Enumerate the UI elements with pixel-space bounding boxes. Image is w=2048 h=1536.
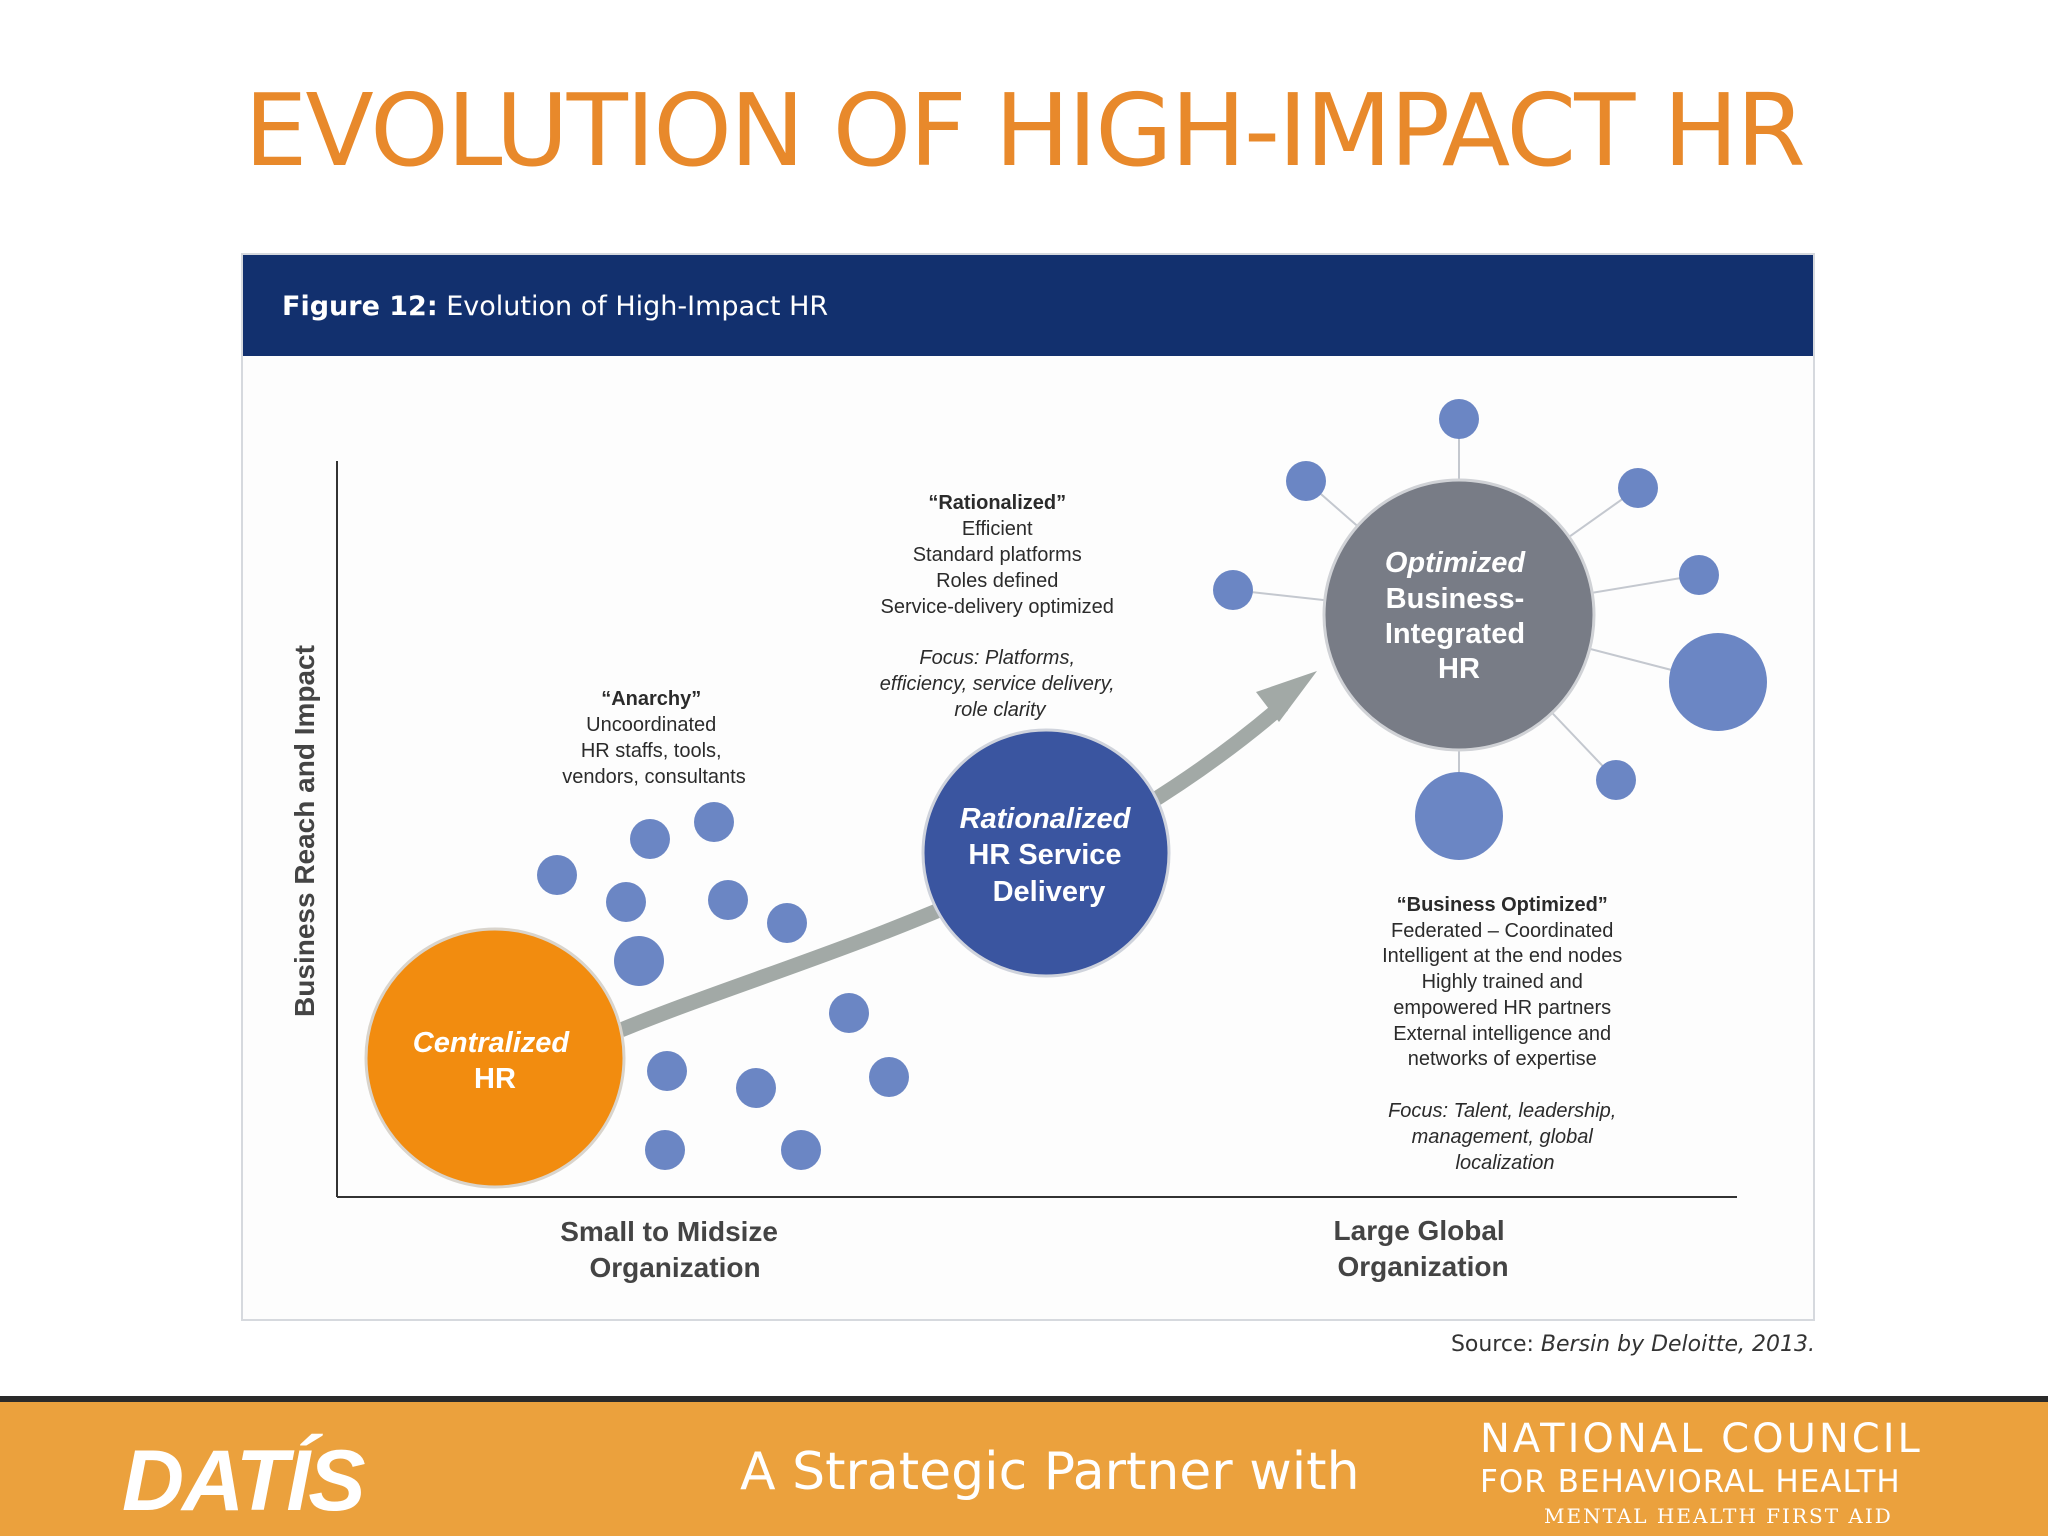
figure-caption-number: Figure 12: (282, 291, 438, 322)
datis-logo-text: DATÍS (122, 1433, 365, 1522)
scatter-dot (781, 1130, 821, 1170)
hr-evolution-diagram: Business Reach and Impact Small to Midsi… (289, 399, 1767, 1283)
business-optimized-note: “Business Optimized” Federated – Coordin… (1382, 894, 1628, 1174)
anarchy-dots (537, 802, 909, 1170)
note-line: vendors, consultants (562, 766, 745, 788)
network-node (1286, 461, 1326, 501)
network-node (1439, 399, 1479, 439)
scatter-dot (694, 802, 734, 842)
rationalized-hr-label: Rationalized HR Service Delivery (960, 803, 1139, 908)
x-label-small-line: Small to Midsize (560, 1216, 778, 1247)
evolution-arrowhead (1256, 671, 1317, 722)
figure-caption: Figure 12: Evolution of High-Impact HR (282, 291, 828, 322)
stage-label-line: Integrated (1385, 618, 1525, 650)
scatter-dot (630, 819, 670, 859)
note-focus: Focus: Talent, leadership, (1388, 1100, 1616, 1122)
stage-label-line: Centralized (413, 1027, 571, 1059)
note-focus: localization (1456, 1152, 1555, 1174)
note-focus: role clarity (954, 699, 1046, 721)
note-line: Service-delivery optimized (881, 596, 1114, 618)
x-label-small-line: Organization (589, 1252, 760, 1283)
network-nodes (1213, 399, 1767, 860)
network-node (1679, 555, 1719, 595)
scatter-dot (647, 1051, 687, 1091)
note-focus: management, global (1412, 1126, 1594, 1148)
figure-panel: Figure 12: Evolution of High-Impact HR B… (241, 253, 1815, 1321)
stage-label-line: HR (474, 1063, 516, 1095)
note-focus: Focus: Platforms, (919, 647, 1075, 669)
partner-text: A Strategic Partner with (740, 1442, 1360, 1502)
stage-label-line: HR (1438, 653, 1480, 685)
note-heading: “Anarchy” (601, 688, 701, 710)
mhfa-ribbon: MENTAL HEALTH FIRST AID (1544, 1504, 1893, 1528)
note-heading: “Business Optimized” (1397, 894, 1608, 916)
source-citation: Source: Bersin by Deloitte, 2013. (1451, 1332, 1815, 1357)
centralized-hr-label: Centralized HR (413, 1027, 577, 1095)
datis-logo: DATÍS (122, 1433, 367, 1522)
x-label-large-line: Large Global (1334, 1215, 1505, 1246)
scatter-dot (708, 880, 748, 920)
x-label-large: Large Global Organization (1334, 1215, 1513, 1282)
note-focus: efficiency, service delivery, (880, 673, 1115, 695)
note-line: Uncoordinated (586, 714, 716, 736)
optimized-hr-circle (1322, 478, 1596, 752)
network-node (1618, 468, 1658, 508)
stage-label-line: Business- (1386, 583, 1525, 615)
scatter-dot (614, 936, 664, 986)
network-node (1669, 633, 1767, 731)
note-line: networks of expertise (1408, 1048, 1597, 1070)
stage-label-line: Optimized (1385, 547, 1526, 579)
rationalized-hr-circle (921, 728, 1171, 978)
footer-bar: DATÍS A Strategic Partner with NATIONAL … (0, 1396, 2048, 1536)
y-axis-label: Business Reach and Impact (289, 645, 320, 1017)
scatter-dot (767, 903, 807, 943)
note-line: Intelligent at the end nodes (1382, 945, 1622, 967)
optimized-hr-label: Optimized Business- Integrated HR (1385, 547, 1533, 685)
stage-label-line: Rationalized (960, 803, 1132, 835)
note-heading: “Rationalized” (928, 492, 1066, 514)
note-line: External intelligence and (1393, 1023, 1611, 1045)
stage-label-line: HR Service (968, 839, 1121, 871)
scatter-dot (645, 1130, 685, 1170)
x-label-small: Small to Midsize Organization (560, 1216, 786, 1283)
stage-label-line: Delivery (993, 876, 1106, 908)
note-line: Highly trained and (1422, 971, 1583, 993)
network-node (1213, 570, 1253, 610)
figure-header: Figure 12: Evolution of High-Impact HR (243, 255, 1813, 356)
note-line: Federated – Coordinated (1391, 920, 1613, 942)
national-council-logo: NATIONAL COUNCIL FOR BEHAVIORAL HEALTH M… (1480, 1416, 1930, 1536)
centralized-hr-circle (364, 927, 626, 1189)
scatter-dot (606, 882, 646, 922)
figure-caption-text: Evolution of High-Impact HR (446, 291, 829, 322)
scatter-dot (736, 1068, 776, 1108)
source-text: Bersin by Deloitte, 2013. (1540, 1332, 1815, 1357)
note-line: Standard platforms (913, 544, 1082, 566)
note-line: HR staffs, tools, (581, 740, 722, 762)
scatter-dot (869, 1057, 909, 1097)
rationalized-note: “Rationalized” Efficient Standard platfo… (880, 492, 1120, 721)
network-node (1415, 772, 1503, 860)
national-council-subtitle: FOR BEHAVIORAL HEALTH (1480, 1464, 1901, 1500)
scatter-dot (829, 993, 869, 1033)
note-line: Roles defined (936, 570, 1058, 592)
scatter-dot (537, 855, 577, 895)
anarchy-note: “Anarchy” Uncoordinated HR staffs, tools… (562, 688, 745, 788)
national-council-name: NATIONAL COUNCIL (1480, 1416, 1923, 1462)
x-label-large-line: Organization (1337, 1251, 1508, 1282)
network-node (1596, 760, 1636, 800)
slide-title: EVOLUTION OF HIGH-IMPACT HR (244, 72, 1806, 189)
note-line: Efficient (962, 518, 1033, 540)
note-line: empowered HR partners (1393, 997, 1611, 1019)
source-label: Source: (1450, 1332, 1534, 1357)
